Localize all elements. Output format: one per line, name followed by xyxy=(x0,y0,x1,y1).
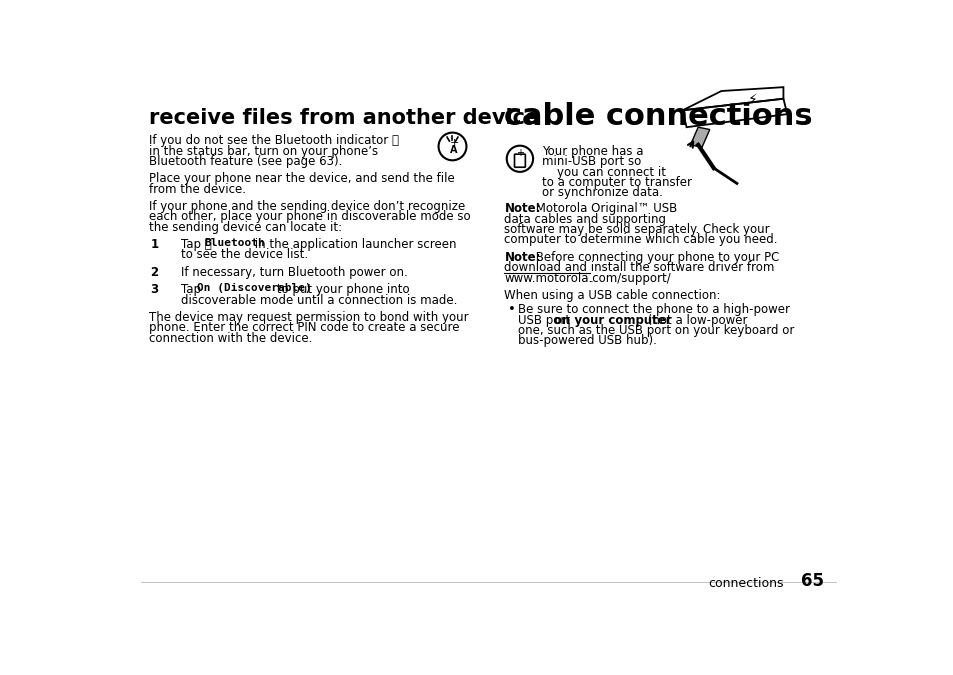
Text: 3: 3 xyxy=(150,283,158,296)
Text: software may be sold separately. Check your: software may be sold separately. Check y… xyxy=(504,223,769,236)
Text: phone. Enter the correct PIN code to create a secure: phone. Enter the correct PIN code to cre… xyxy=(149,321,458,334)
Text: or synchronize data.: or synchronize data. xyxy=(541,186,661,200)
Text: to put your phone into: to put your phone into xyxy=(273,283,409,296)
Text: on your computer: on your computer xyxy=(554,314,671,327)
Text: the sending device can locate it:: the sending device can locate it: xyxy=(149,221,341,234)
Text: in the application launcher screen: in the application launcher screen xyxy=(251,238,456,251)
Text: receive files from another device: receive files from another device xyxy=(149,108,538,128)
Text: Motorola Original™ USB: Motorola Original™ USB xyxy=(531,202,676,215)
Text: data cables and supporting: data cables and supporting xyxy=(504,213,666,225)
Text: +: + xyxy=(516,148,523,157)
Text: cable connections: cable connections xyxy=(504,102,812,131)
Text: If your phone and the sending device don’t recognize: If your phone and the sending device don… xyxy=(149,200,464,213)
Text: USB port: USB port xyxy=(517,314,574,327)
Text: Tap: Tap xyxy=(181,283,205,296)
Polygon shape xyxy=(690,127,709,147)
Text: Bluetooth feature (see page 63).: Bluetooth feature (see page 63). xyxy=(149,155,342,168)
Text: If you do not see the Bluetooth indicator Ⓑ: If you do not see the Bluetooth indicato… xyxy=(149,134,398,147)
Text: The device may request permission to bond with your: The device may request permission to bon… xyxy=(149,311,468,324)
Text: .: . xyxy=(590,271,593,285)
Text: you can connect it: you can connect it xyxy=(541,165,665,179)
Text: 2: 2 xyxy=(150,266,158,279)
Text: Tap Ⓑ: Tap Ⓑ xyxy=(181,238,215,251)
Text: A: A xyxy=(450,144,457,155)
Text: (not a low-power: (not a low-power xyxy=(643,314,746,327)
Text: •: • xyxy=(508,303,516,316)
Text: Be sure to connect the phone to a high-power: Be sure to connect the phone to a high-p… xyxy=(517,303,789,316)
Text: bus-powered USB hub).: bus-powered USB hub). xyxy=(517,334,657,348)
Text: computer to determine which cable you need.: computer to determine which cable you ne… xyxy=(504,234,777,246)
Text: Note:: Note: xyxy=(504,251,540,264)
FancyBboxPatch shape xyxy=(514,154,525,167)
Text: ⚡: ⚡ xyxy=(747,93,757,107)
Text: www.motorola.com/support/: www.motorola.com/support/ xyxy=(504,271,671,285)
Text: to a computer to transfer: to a computer to transfer xyxy=(541,176,691,189)
Text: Your phone has a: Your phone has a xyxy=(541,145,642,158)
Text: +: + xyxy=(449,138,458,148)
Text: to see the device list.: to see the device list. xyxy=(181,248,308,261)
Text: each other, place your phone in discoverable mode so: each other, place your phone in discover… xyxy=(149,211,470,223)
Text: 1: 1 xyxy=(150,238,158,251)
Text: Bluetooth: Bluetooth xyxy=(204,238,265,248)
Text: from the device.: from the device. xyxy=(149,183,246,196)
Text: mini-USB port so: mini-USB port so xyxy=(541,155,640,168)
Text: Place your phone near the device, and send the file: Place your phone near the device, and se… xyxy=(149,172,454,185)
Text: Note:: Note: xyxy=(504,202,540,215)
Text: When using a USB cable connection:: When using a USB cable connection: xyxy=(504,289,720,302)
Text: 65: 65 xyxy=(801,572,823,590)
Text: one, such as the USB port on your keyboard or: one, such as the USB port on your keyboa… xyxy=(517,324,794,337)
Text: connection with the device.: connection with the device. xyxy=(149,331,312,345)
Text: discoverable mode until a connection is made.: discoverable mode until a connection is … xyxy=(181,294,457,306)
Text: download and install the software driver from: download and install the software driver… xyxy=(504,261,774,274)
Text: connections: connections xyxy=(707,577,783,590)
Text: Before connecting your phone to your PC: Before connecting your phone to your PC xyxy=(531,251,778,264)
Text: in the status bar, turn on your phone’s: in the status bar, turn on your phone’s xyxy=(149,144,377,157)
Text: On (Discoverable): On (Discoverable) xyxy=(196,283,312,293)
Text: If necessary, turn Bluetooth power on.: If necessary, turn Bluetooth power on. xyxy=(181,266,408,279)
